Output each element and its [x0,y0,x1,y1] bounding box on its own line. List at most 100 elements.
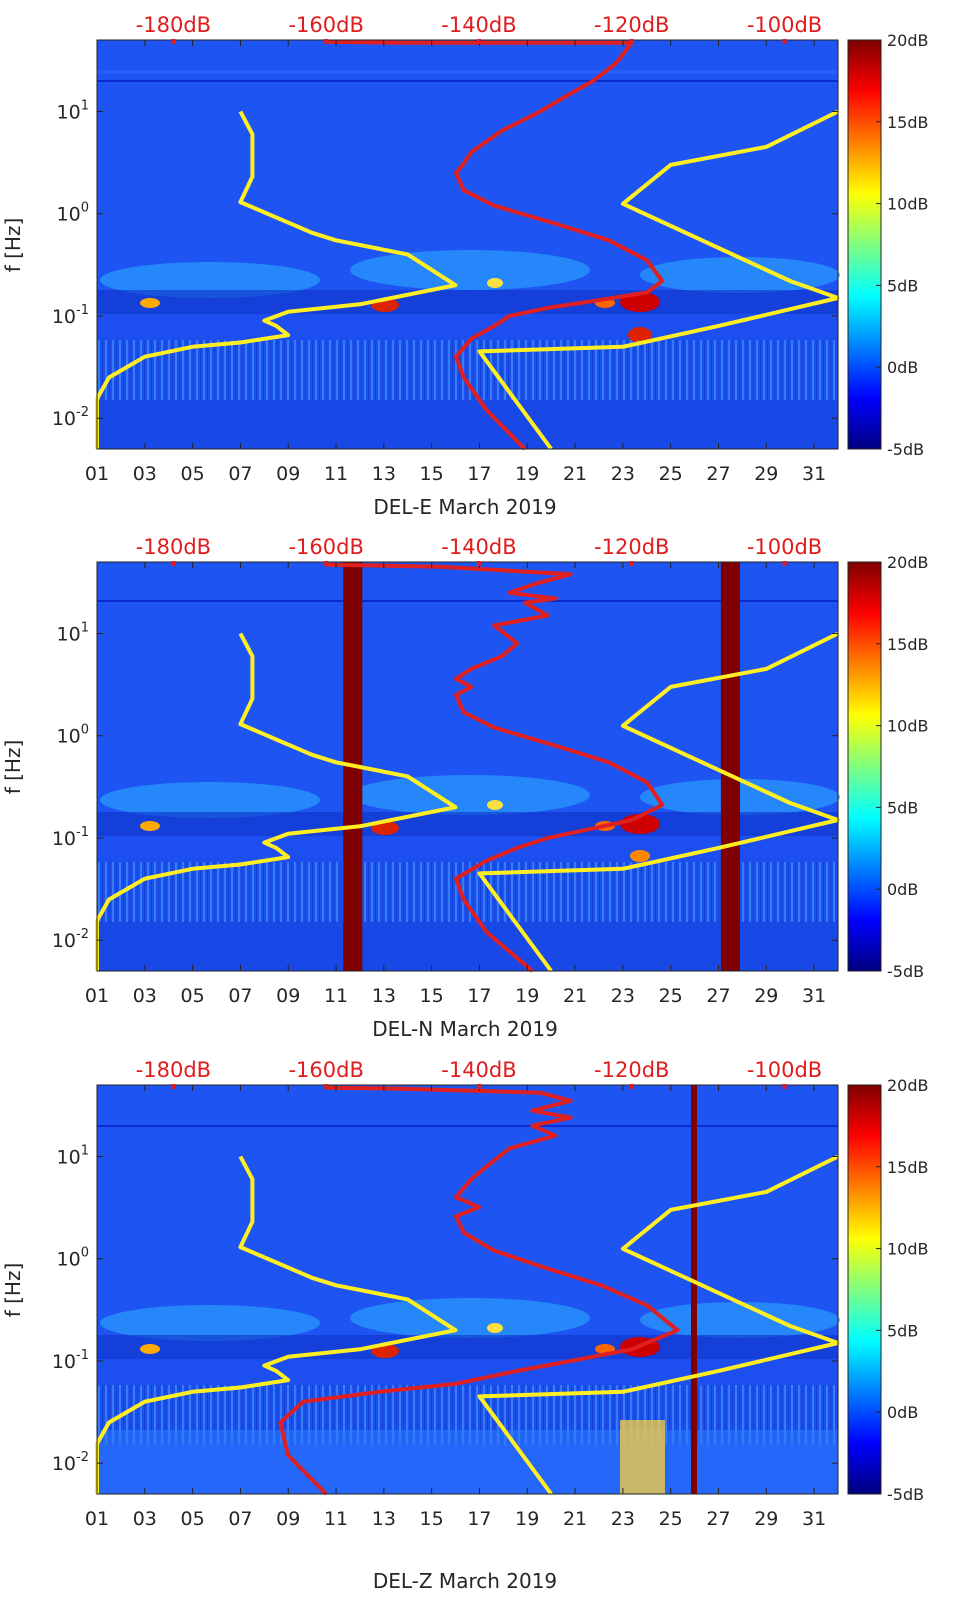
top-db-tick-mark [171,561,176,566]
y-tick-label: 100 [57,1246,89,1271]
top-db-tick-mark [324,561,329,566]
colorbar-ticks: 20dB 15dB 10dB 5dB 0dB -5dB [876,553,929,981]
x-tick-label: 11 [324,1508,348,1530]
x-tick-label: 25 [659,463,683,485]
yellow-noise-model-line [95,110,458,449]
top-db-tick-mark [782,561,787,566]
x-tick-label: 09 [276,463,300,485]
y-tick-label: 10-1 [52,303,89,328]
x-tick-label: 05 [181,1508,205,1530]
x-tick-label: 09 [276,985,300,1007]
x-tick-label: 17 [467,463,491,485]
x-tick-label: 17 [467,985,491,1007]
y-tick-label: 101 [57,98,89,123]
x-axis-label: DEL-Z March 2019 [373,1569,557,1593]
x-tick-label: 27 [706,985,730,1007]
x-axis-label: DEL-E March 2019 [373,495,556,519]
x-tick-label: 01 [85,1508,109,1530]
yellow-noise-model-line [95,1155,458,1494]
x-tick-label: 17 [467,1508,491,1530]
colorbar-tick-label: -5dB [887,1485,924,1504]
yellow-noise-model-line [95,632,458,971]
top-db-tick-mark [171,39,176,44]
top-db-tick-label: -120dB [594,13,669,37]
y-tick-label: 10-2 [52,927,89,952]
colorbar-tick-label: -5dB [887,440,924,459]
colorbar: 20dB 15dB 10dB 5dB 0dB -5dB [847,31,929,459]
x-tick-label: 19 [515,463,539,485]
colorbar-tick-label: 20dB [887,1076,929,1095]
x-tick-label: 25 [659,985,683,1007]
red-psd-curve [326,562,665,973]
series-layer [95,562,840,973]
colorbar-tick-label: 0dB [887,1403,918,1422]
x-axis-ticks: 01 03 05 07 09 11 13 15 17 19 21 23 25 27 29 31 [85,562,826,1007]
x-tick-label: 11 [324,985,348,1007]
top-db-tick-mark [629,561,634,566]
top-db-tick-label: -140dB [441,535,516,559]
colorbar-ticks: 20dB 15dB 10dB 5dB 0dB -5dB [876,1076,929,1504]
top-db-tick-mark [476,561,481,566]
x-tick-label: 27 [706,1508,730,1530]
colorbar-tick-label: 0dB [887,358,918,377]
x-axis-ticks: 01 03 05 07 09 11 13 15 17 19 21 23 25 27 29 31 [85,40,826,485]
x-tick-label: 29 [754,463,778,485]
top-db-tick-label: -100dB [747,535,822,559]
series-layer [95,1085,840,1496]
x-tick-label: 15 [420,985,444,1007]
x-tick-label: 11 [324,463,348,485]
top-db-tick-label: -180dB [136,13,211,37]
colorbar-tick-label: 5dB [887,798,918,817]
colorbar: 20dB 15dB 10dB 5dB 0dB -5dB [847,553,929,981]
colorbar-tick-label: 15dB [887,635,929,654]
colorbar-tick-label: 20dB [887,553,929,572]
x-tick-label: 27 [706,463,730,485]
data-gap-band [690,1085,697,1494]
yellow-noise-model-line [477,109,840,451]
top-db-tick-label: -140dB [441,13,516,37]
y-tick-label: 100 [57,723,89,748]
x-tick-label: 23 [611,1508,635,1530]
x-tick-label: 05 [181,463,205,485]
colorbar-tick-label: 10dB [887,1240,929,1259]
top-db-tick-mark [629,39,634,44]
x-tick-label: 03 [133,1508,157,1530]
x-tick-label: 21 [563,1508,587,1530]
colorbar-tick-label: 15dB [887,1158,929,1177]
x-tick-label: 23 [611,463,635,485]
top-db-tick-label: -160dB [288,13,363,37]
colorbar-tick-label: 5dB [887,1321,918,1340]
yellow-noise-model-line [477,1154,840,1496]
x-tick-label: 23 [611,985,635,1007]
y-tick-label: 10-1 [52,1348,89,1373]
colorbar-tick-label: 10dB [887,717,929,736]
red-psd-curve [326,39,665,451]
x-tick-label: 07 [228,463,252,485]
series-layer [95,39,840,451]
spectrogram-panel-del-n: 01 03 05 07 09 11 13 15 17 19 21 23 25 27 29 31 10-210-… [1,535,929,1041]
x-tick-label: 13 [372,1508,396,1530]
top-db-tick-mark [324,1084,329,1089]
x-tick-label: 19 [515,985,539,1007]
top-db-tick-mark [476,39,481,44]
y-axis-ticks: 10-2 10-1 100 101 [52,1143,838,1475]
x-tick-label: 05 [181,985,205,1007]
x-axis-ticks: 01 03 05 07 09 11 13 15 17 19 21 23 25 27 29 31 [85,1085,826,1530]
y-tick-label: 101 [57,1143,89,1168]
top-db-tick-label: -140dB [441,1058,516,1082]
top-db-axis-ticks: -180dB -160dB -140dB -120dB -100dB [136,1058,822,1089]
x-tick-label: 19 [515,1508,539,1530]
top-db-tick-label: -180dB [136,535,211,559]
plot-area [95,39,840,451]
spectrogram-panel-del-e: 01 03 05 07 09 11 13 15 17 19 21 23 25 27 29 31 10-210-… [1,13,929,519]
colorbar-tick-label: 0dB [887,880,918,899]
x-tick-label: 29 [754,1508,778,1530]
y-tick-label: 10-2 [52,405,89,430]
colorbar-tick-label: 15dB [887,113,929,132]
y-tick-label: 10-1 [52,825,89,850]
top-db-tick-mark [782,39,787,44]
x-tick-label: 01 [85,463,109,485]
x-tick-label: 15 [420,463,444,485]
top-db-axis-ticks: -180dB -160dB -140dB -120dB -100dB [136,535,822,566]
